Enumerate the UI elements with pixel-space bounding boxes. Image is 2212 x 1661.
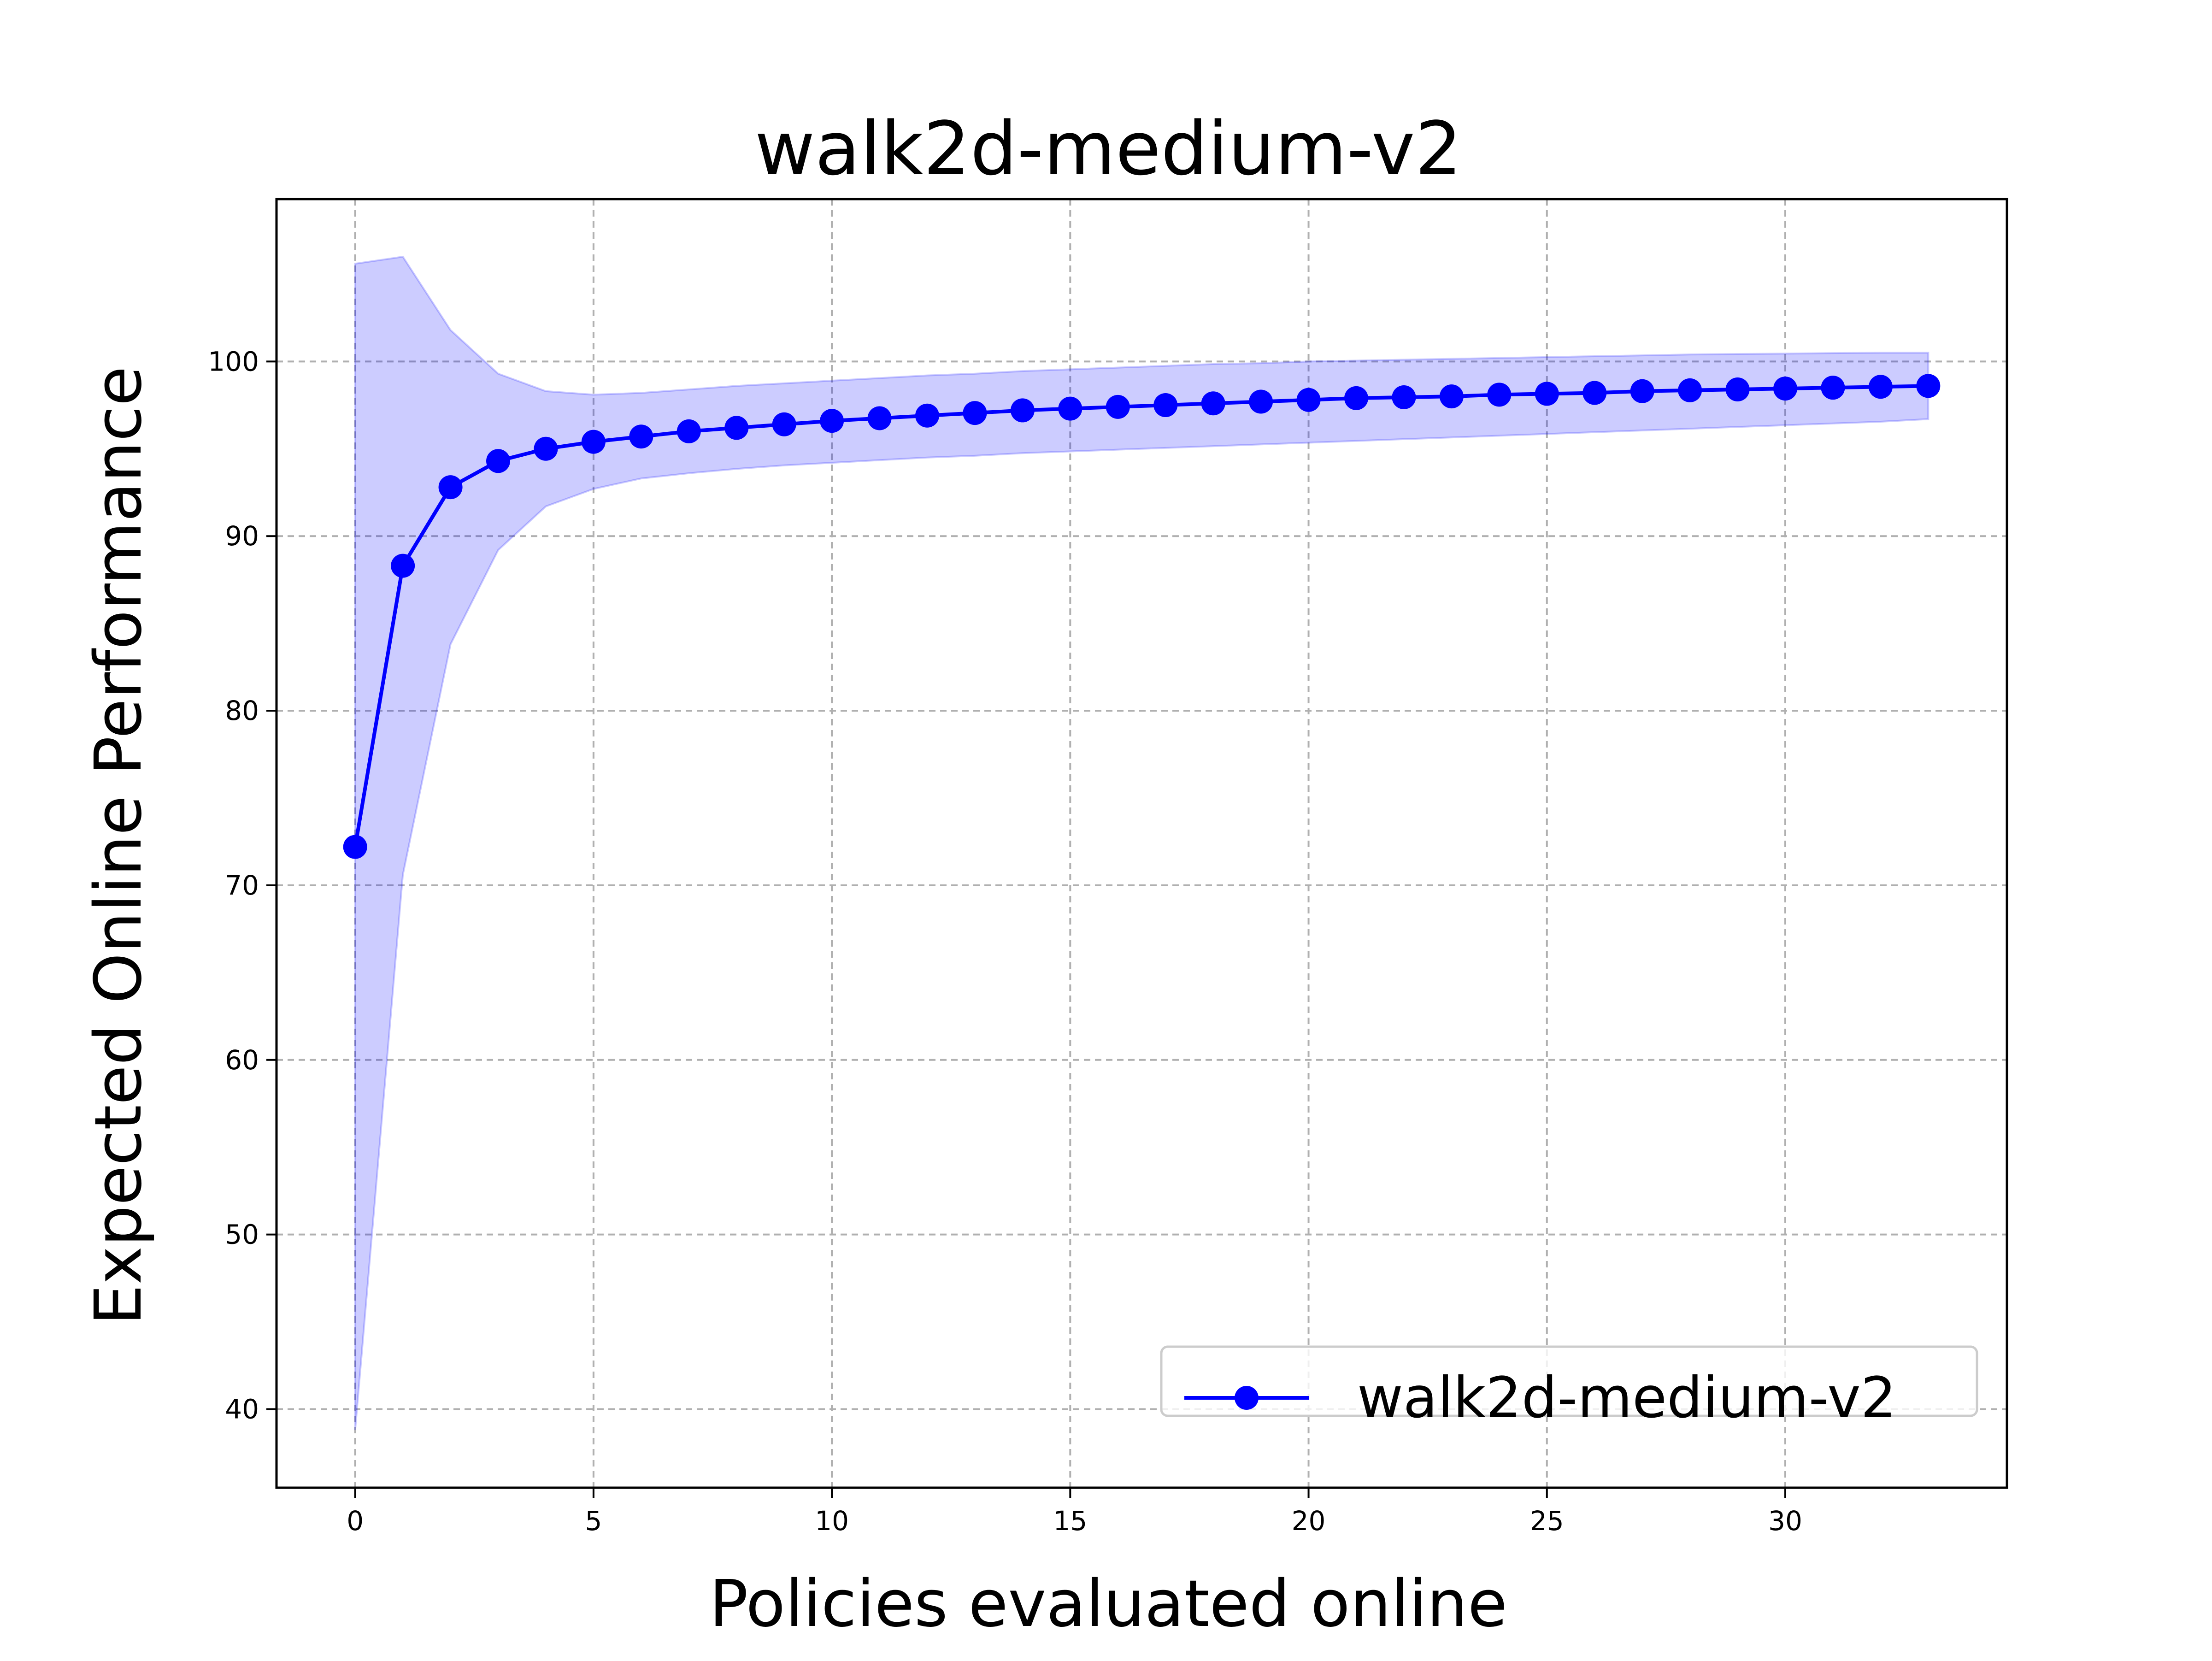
data-point-marker — [1583, 381, 1607, 405]
chart-title: walk2d-medium-v2 — [755, 106, 1462, 192]
y-tick-label: 90 — [225, 520, 259, 552]
legend-box — [1160, 1345, 1978, 1417]
data-point-marker — [1868, 375, 1893, 399]
data-point-marker — [438, 475, 463, 500]
data-point-marker — [1392, 385, 1416, 410]
y-tick-label: 60 — [225, 1044, 259, 1076]
data-point-marker — [677, 419, 701, 443]
data-point-marker — [1106, 395, 1130, 419]
data-point-marker — [581, 430, 606, 454]
x-tick-label: 5 — [585, 1505, 602, 1537]
data-point-marker — [1344, 386, 1368, 410]
confidence-band-layer — [354, 255, 1930, 1431]
series-line — [353, 384, 1929, 848]
data-point-marker — [1439, 384, 1464, 409]
data-point-marker — [1725, 377, 1750, 401]
y-axis-label: Expected Online Performance — [81, 366, 156, 1325]
data-point-marker — [1630, 379, 1654, 403]
y-tick-label: 50 — [225, 1219, 259, 1250]
data-point-marker — [629, 424, 653, 449]
confidence-band — [354, 255, 1930, 1431]
legend: walk2d-medium-v2 — [1160, 1345, 1978, 1431]
x-tick-label: 20 — [1292, 1505, 1326, 1537]
x-tick-label: 30 — [1768, 1505, 1802, 1537]
data-point-marker — [772, 412, 796, 436]
data-point-marker — [1249, 389, 1273, 414]
x-tick-label: 15 — [1053, 1505, 1087, 1537]
data-point-marker — [1773, 377, 1797, 401]
data-point-marker — [1678, 378, 1702, 402]
data-point-marker — [1058, 396, 1082, 421]
y-tick-label: 80 — [225, 695, 259, 726]
y-axis-ticks: 40 50 60 70 80 90 100 — [208, 346, 276, 1425]
data-point-marker — [963, 401, 987, 425]
data-point-marker — [534, 436, 558, 461]
x-axis-label: Policies evaluated online — [709, 1567, 1507, 1642]
series-marker-layer — [343, 374, 1941, 859]
data-point-marker — [1153, 393, 1178, 418]
data-point-marker — [820, 409, 844, 433]
legend-label: walk2d-medium-v2 — [1357, 1365, 1896, 1431]
legend-marker-swatch — [1235, 1386, 1259, 1410]
data-point-marker — [724, 416, 749, 440]
data-point-marker — [391, 554, 415, 578]
data-point-marker — [343, 835, 367, 859]
data-point-marker — [1916, 374, 1941, 398]
data-point-marker — [1201, 391, 1225, 416]
y-tick-label: 40 — [225, 1394, 259, 1425]
data-point-marker — [1535, 382, 1559, 406]
data-point-marker — [867, 406, 892, 430]
y-tick-label: 100 — [208, 346, 259, 377]
data-point-marker — [1821, 376, 1845, 400]
x-tick-label: 0 — [347, 1505, 364, 1537]
data-point-marker — [1010, 398, 1035, 423]
data-point-marker — [486, 449, 511, 473]
x-tick-label: 10 — [815, 1505, 849, 1537]
data-point-marker — [1296, 388, 1321, 412]
data-point-marker — [1487, 383, 1512, 407]
x-tick-label: 25 — [1530, 1505, 1564, 1537]
data-point-marker — [915, 403, 940, 428]
plot-frame — [275, 198, 2008, 1489]
y-tick-label: 70 — [225, 870, 259, 901]
series-line-layer — [353, 384, 1929, 848]
x-axis-ticks: 0 5 10 15 20 25 30 — [347, 1488, 1802, 1537]
